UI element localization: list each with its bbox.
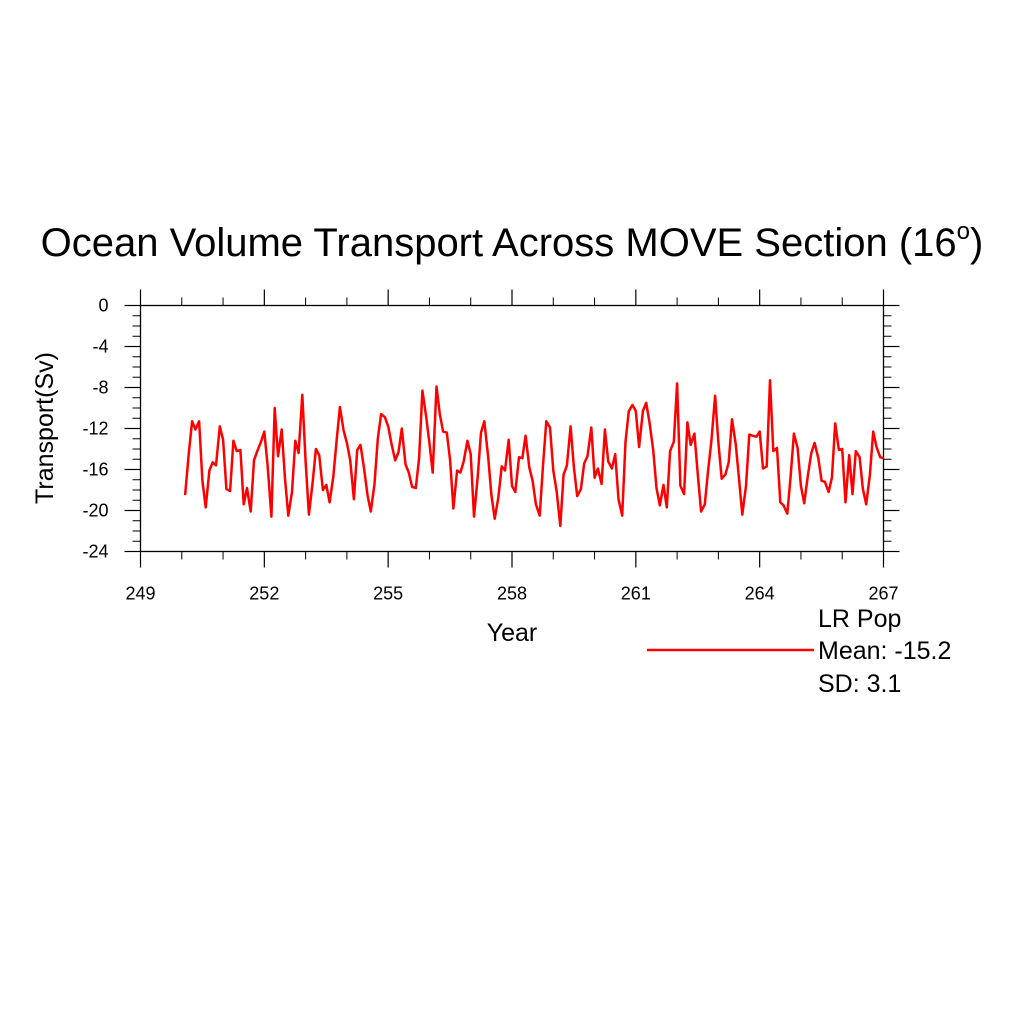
- legend-sd: SD: 3.1: [818, 670, 901, 698]
- chart-title: Ocean Volume Transport Across MOVE Secti…: [41, 218, 984, 265]
- x-tick-label: 252: [249, 584, 279, 604]
- x-tick-label: 264: [745, 584, 775, 604]
- x-tick-label: 267: [868, 584, 898, 604]
- axis-ticks: [124, 289, 900, 568]
- y-tick-label: 0: [98, 296, 108, 316]
- y-axis-label: Transport(Sv): [31, 352, 59, 504]
- y-tick-label: -16: [82, 460, 108, 480]
- y-tick-label: -20: [82, 501, 108, 521]
- x-axis-label: Year: [487, 619, 538, 647]
- x-tick-label: 249: [125, 584, 155, 604]
- y-tick-labels: 0 -4 -8 -12 -16 -20 -24: [82, 296, 108, 562]
- legend-mean: Mean: -15.2: [818, 637, 951, 665]
- legend-label: LR Pop: [818, 605, 901, 633]
- y-tick-label: -8: [92, 378, 108, 398]
- title-degree: o: [957, 218, 970, 245]
- y-tick-label: -12: [82, 419, 108, 439]
- x-tick-label: 255: [373, 584, 403, 604]
- series-line-lr-pop: [183, 379, 884, 528]
- title-close: ): [970, 221, 983, 265]
- y-tick-label: -24: [82, 542, 108, 562]
- x-tick-label: 258: [497, 584, 527, 604]
- x-tick-labels: 249 252 255 258 261 264 267: [125, 584, 898, 604]
- y-tick-label: -4: [92, 337, 108, 357]
- x-tick-label: 261: [621, 584, 651, 604]
